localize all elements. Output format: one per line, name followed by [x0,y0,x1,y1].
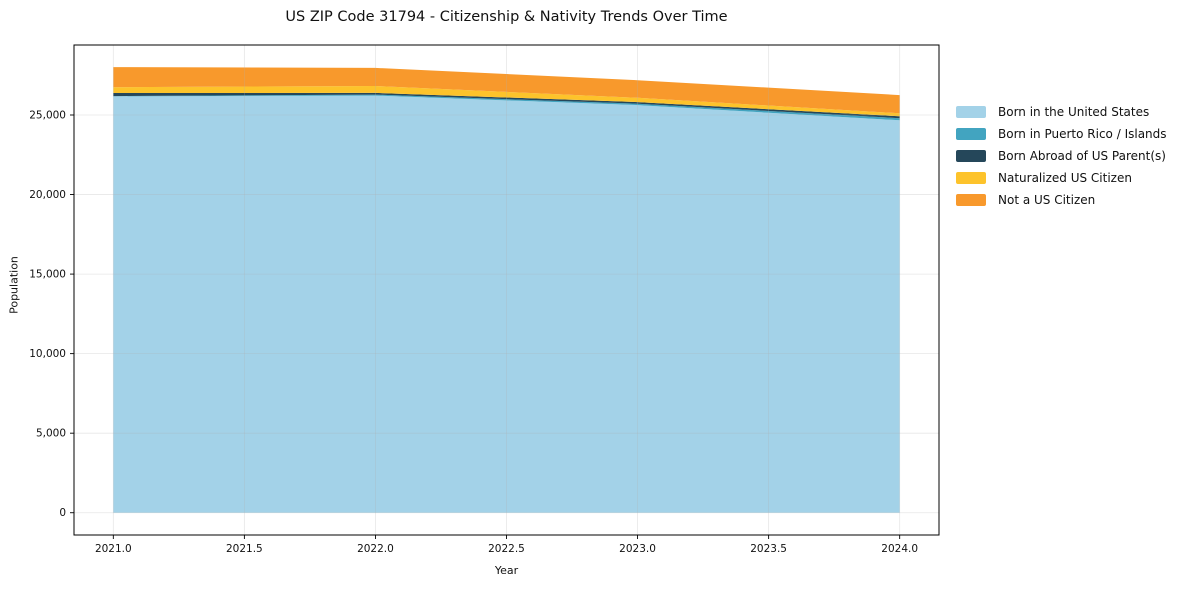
legend-label: Born in Puerto Rico / Islands [998,126,1167,141]
x-tick-label: 2023.0 [619,543,656,555]
legend: Born in the United States Born in Puerto … [956,105,1167,215]
legend-swatch-icon [956,193,986,206]
area-series-2 [113,92,900,119]
legend-item-4: Not a US Citizen [956,192,1167,207]
legend-label: Born in the United States [998,104,1150,119]
legend-swatch-icon [956,171,986,184]
area-series-1 [113,94,900,121]
area-series-4 [113,67,900,114]
chart-title: US ZIP Code 31794 - Citizenship & Nativi… [285,9,728,25]
legend-item-2: Born Abroad of US Parent(s) [956,148,1167,163]
area-series-3 [113,86,900,117]
legend-item-3: Naturalized US Citizen [956,170,1167,185]
legend-item-0: Born in the United States [956,104,1167,119]
y-tick-label: 15,000 [29,269,66,281]
legend-swatch-icon [956,127,986,140]
legend-swatch-icon [956,149,986,162]
x-axis-label: Year [494,564,519,577]
x-tick-label: 2024.0 [881,543,918,555]
legend-item-1: Born in Puerto Rico / Islands [956,126,1167,141]
y-tick-label: 0 [59,507,66,519]
x-tick-label: 2022.5 [488,543,525,555]
y-tick-label: 25,000 [29,110,66,122]
legend-swatch-icon [956,105,986,118]
y-tick-label: 10,000 [29,348,66,360]
y-tick-label: 5,000 [36,428,66,440]
axes-frame-and-ticks: 2021.0 2021.5 2022.0 2022.5 2023.0 2023.5 2024… [29,44,940,555]
x-tick-label: 2021.0 [95,543,132,555]
legend-label: Naturalized US Citizen [998,170,1132,185]
legend-label: Born Abroad of US Parent(s) [998,148,1166,163]
area-series-0 [113,95,900,513]
x-tick-label: 2023.5 [750,543,787,555]
gridlines [74,45,939,535]
legend-label: Not a US Citizen [998,192,1096,207]
x-tick-label: 2021.5 [226,543,263,555]
y-tick-label: 20,000 [29,189,66,201]
x-tick-label: 2022.0 [357,543,394,555]
stacked-areas [113,67,900,513]
